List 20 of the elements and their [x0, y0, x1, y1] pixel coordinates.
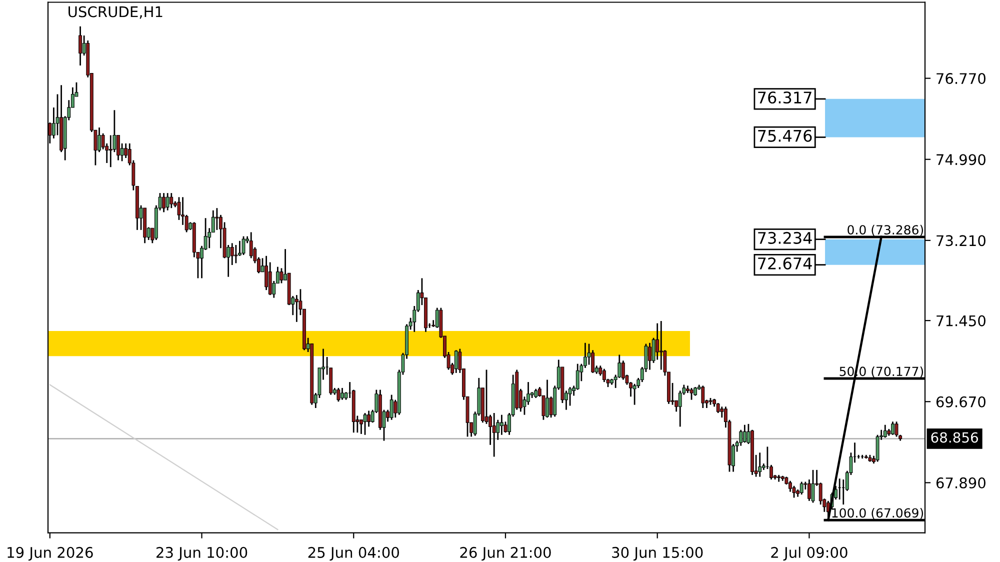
- x-tick-label: 19 Jun 2026: [8, 546, 93, 561]
- y-tick-label: 76.770: [936, 73, 986, 84]
- ref-line-label: 100.0 (67.069): [832, 508, 924, 520]
- x-tick-label: 30 Jun 15:00: [612, 546, 703, 561]
- y-tick-label: 71.450: [936, 315, 986, 326]
- y-tick-label: 69.670: [936, 396, 986, 408]
- y-tick-label: 74.990: [936, 154, 986, 166]
- x-tick-label: 23 Jun 10:00: [156, 546, 248, 561]
- ref-line-label: 72.674: [758, 257, 812, 270]
- y-tick-label: 73.210: [936, 235, 986, 246]
- x-tick-label: 2 Jul 09:00: [771, 546, 848, 561]
- ref-line-label: 0.0 (73.286): [848, 224, 924, 236]
- ref-line-label: 73.234: [758, 232, 812, 244]
- x-tick-label: 25 Jun 04:00: [308, 546, 399, 561]
- chart-title: USCRUDE,H1: [68, 6, 162, 19]
- ref-line-label: 75.476: [758, 130, 812, 142]
- ref-line-label: 76.317: [758, 91, 812, 104]
- ref-line-label: 68.856: [931, 432, 978, 443]
- x-tick-label: 26 Jun 21:00: [460, 546, 551, 561]
- y-tick-label: 67.890: [936, 477, 986, 488]
